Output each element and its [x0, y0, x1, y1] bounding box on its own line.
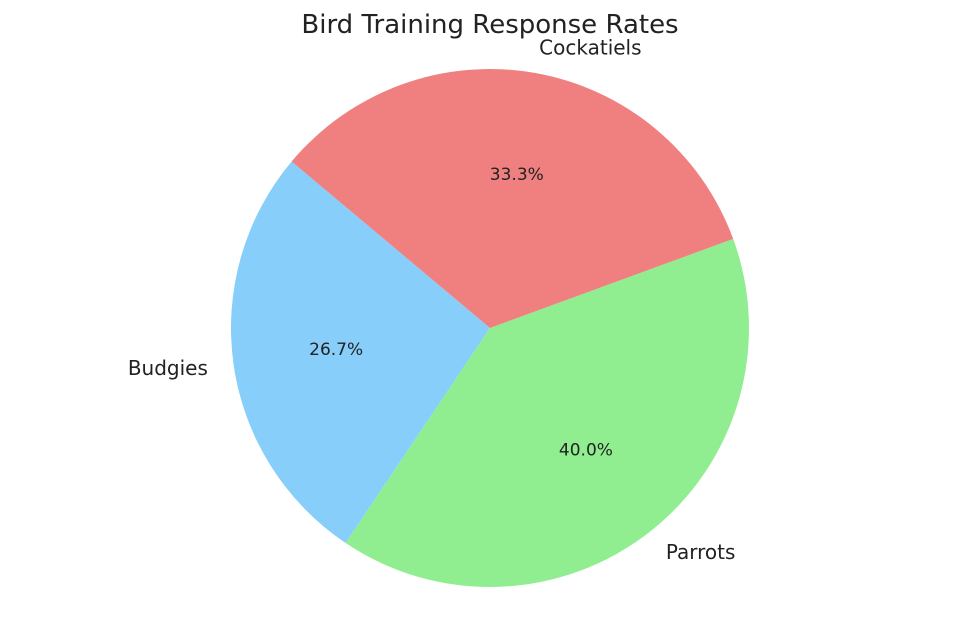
- pie-slice-cockatiels: [291, 69, 734, 328]
- pie-percent-label-cockatiels: 33.3%: [490, 165, 544, 185]
- pie-slices: [231, 69, 749, 587]
- pie-category-label-budgies: Budgies: [128, 356, 208, 380]
- pie-slice-parrots: [345, 238, 749, 587]
- pie-slice-budgies: [231, 161, 490, 544]
- pie-category-labels: Budgies Parrots Cockatiels: [128, 35, 736, 564]
- pie-category-label-cockatiels: Cockatiels: [539, 35, 641, 59]
- pie-percent-labels: 26.7% 40.0% 33.3%: [309, 165, 613, 460]
- pie-percent-label-budgies: 26.7%: [309, 340, 363, 360]
- chart-title: Bird Training Response Rates: [301, 10, 678, 40]
- pie-percent-label-parrots: 40.0%: [559, 440, 613, 460]
- pie-category-label-parrots: Parrots: [666, 540, 736, 564]
